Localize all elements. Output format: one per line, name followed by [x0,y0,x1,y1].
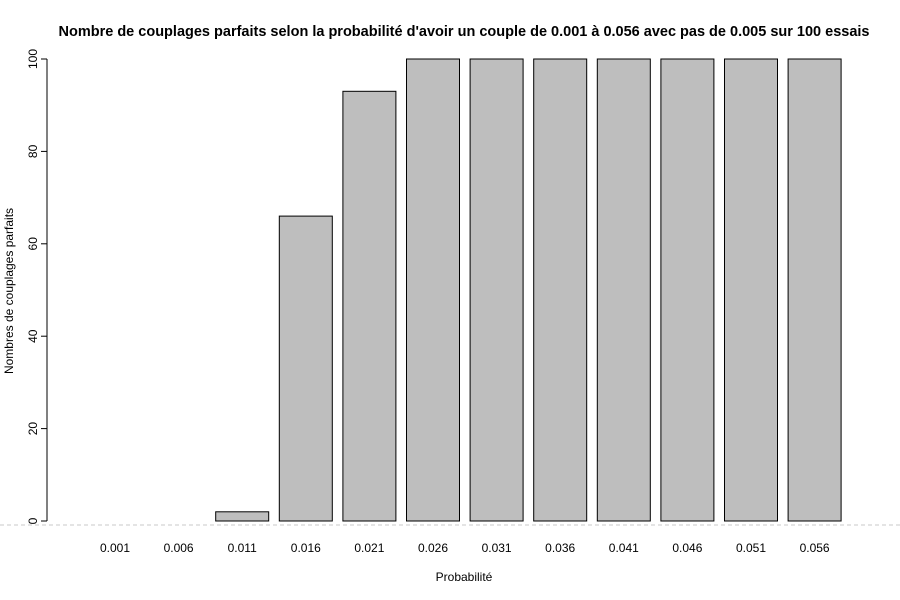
y-tick-label: 100 [26,49,40,69]
x-tick-label: 0.056 [800,541,830,555]
bar-0.011 [215,511,270,522]
y-tick-label: 0 [26,517,40,524]
x-tick-label: 0.016 [291,541,321,555]
chart-title: Nombre de couplages parfaits selon la pr… [59,24,870,40]
y-tick-label: 20 [26,422,40,436]
y-tick-label: 60 [26,237,40,251]
x-tick-label: 0.051 [736,541,766,555]
bar-0.046 [660,58,715,522]
bar-0.016 [278,215,333,522]
x-tick-label: 0.036 [545,541,575,555]
bar-0.056 [787,58,842,522]
y-tick-label: 40 [26,329,40,343]
y-axis: 0 20 40 60 80 100 [26,49,48,524]
x-tick-label: 0.031 [482,541,512,555]
bar-0.036 [533,58,588,522]
x-tick-label: 0.026 [418,541,448,555]
bar-0.026 [406,58,460,522]
y-axis-label: Nombres de couplages parfaits [2,208,16,374]
bar-0.021 [342,90,397,522]
bar-group [215,58,842,522]
bar-0.041 [596,58,651,522]
bar-0.051 [724,58,778,522]
x-category-labels: 0.001 0.006 0.011 0.016 0.021 0.026 0.031 0.036… [100,541,830,555]
bar-0.031 [469,58,524,522]
x-tick-label: 0.006 [164,541,194,555]
x-tick-label: 0.021 [354,541,384,555]
x-tick-label: 0.001 [100,541,130,555]
y-tick-label: 80 [26,144,40,158]
x-tick-label: 0.041 [609,541,639,555]
x-tick-label: 0.011 [228,541,257,555]
x-axis-label: Probabilité [436,570,493,584]
x-tick-label: 0.046 [672,541,702,555]
